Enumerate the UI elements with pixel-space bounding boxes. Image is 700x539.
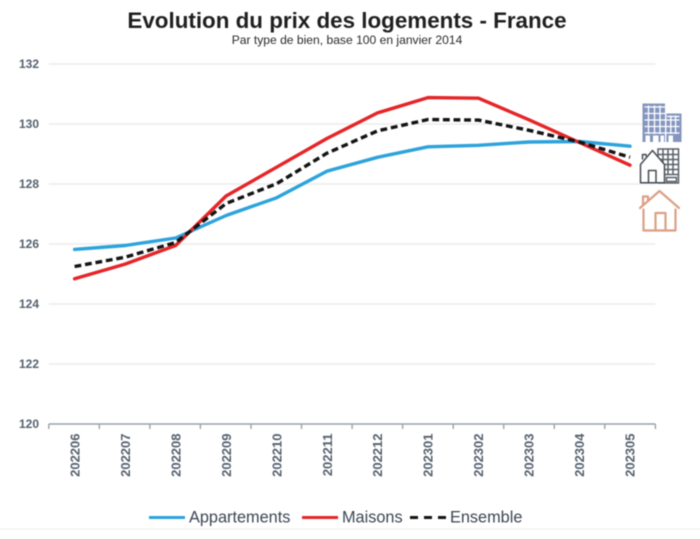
svg-text:202304: 202304 [572, 433, 587, 477]
svg-text:202207: 202207 [118, 434, 133, 477]
svg-text:202208: 202208 [168, 434, 183, 477]
svg-text:202212: 202212 [370, 434, 385, 477]
svg-text:124: 124 [19, 297, 39, 311]
svg-text:202301: 202301 [421, 434, 436, 477]
svg-text:130: 130 [19, 117, 39, 131]
svg-text:202206: 202206 [67, 434, 82, 477]
svg-text:Maisons: Maisons [342, 509, 403, 527]
svg-text:Appartements: Appartements [189, 509, 290, 527]
svg-text:128: 128 [19, 177, 39, 191]
svg-text:126: 126 [19, 237, 39, 251]
svg-text:132: 132 [19, 57, 39, 71]
svg-text:202302: 202302 [471, 434, 486, 477]
svg-text:202305: 202305 [623, 434, 638, 477]
svg-text:202209: 202209 [219, 434, 234, 477]
svg-text:202210: 202210 [269, 434, 284, 477]
svg-text:Par type de bien, base 100 en: Par type de bien, base 100 en janvier 20… [232, 33, 463, 47]
svg-text:Evolution du prix des logement: Evolution du prix des logements - France [127, 8, 566, 33]
svg-text:202211: 202211 [320, 434, 335, 477]
svg-text:120: 120 [19, 417, 39, 431]
svg-text:Ensemble: Ensemble [450, 509, 522, 527]
svg-text:122: 122 [19, 357, 39, 371]
svg-text:202303: 202303 [522, 434, 537, 477]
